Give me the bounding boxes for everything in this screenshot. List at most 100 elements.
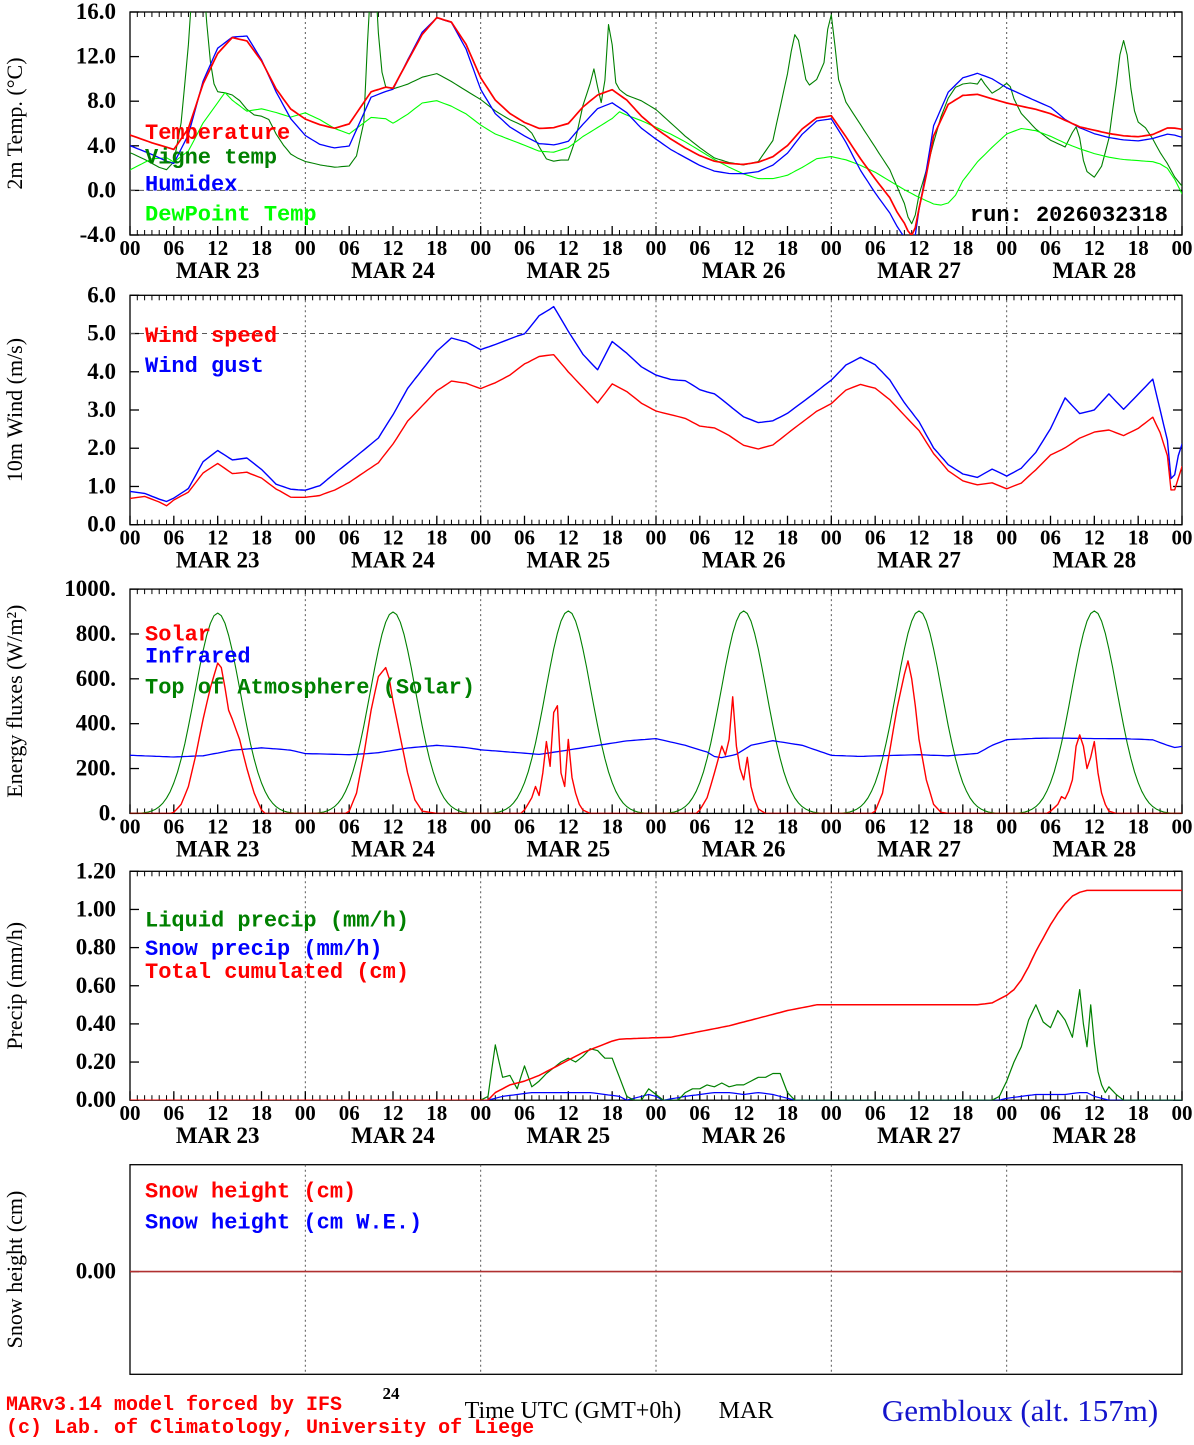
svg-text:00: 00 [646, 236, 667, 260]
svg-text:Snow height (cm W.E.): Snow height (cm W.E.) [145, 1211, 422, 1236]
svg-text:12: 12 [1084, 526, 1105, 550]
svg-text:MAR 24: MAR 24 [351, 1123, 435, 1148]
svg-text:12: 12 [383, 236, 404, 260]
svg-text:00: 00 [821, 814, 842, 838]
svg-text:06: 06 [1040, 236, 1061, 260]
svg-text:MAR 24: MAR 24 [351, 548, 435, 573]
svg-text:10m Wind (m/s): 10m Wind (m/s) [2, 338, 27, 482]
svg-text:12: 12 [383, 526, 404, 550]
svg-text:18: 18 [952, 236, 973, 260]
svg-text:12: 12 [1084, 814, 1105, 838]
svg-text:06: 06 [865, 814, 886, 838]
svg-text:18: 18 [251, 526, 272, 550]
svg-text:MAR 27: MAR 27 [877, 836, 961, 861]
svg-text:Snow height (cm): Snow height (cm) [2, 1191, 27, 1349]
svg-text:1.00: 1.00 [76, 896, 116, 921]
svg-text:18: 18 [952, 814, 973, 838]
svg-text:18: 18 [426, 236, 447, 260]
svg-text:18: 18 [602, 1101, 623, 1125]
svg-text:00: 00 [295, 814, 316, 838]
svg-text:06: 06 [689, 526, 710, 550]
svg-text:12: 12 [383, 1101, 404, 1125]
svg-text:0.: 0. [99, 800, 116, 825]
svg-text:18: 18 [952, 526, 973, 550]
svg-text:00: 00 [470, 1101, 491, 1125]
svg-text:06: 06 [689, 1101, 710, 1125]
svg-text:0.00: 0.00 [76, 1259, 116, 1284]
svg-text:Snow precip (mm/h): Snow precip (mm/h) [145, 937, 383, 962]
svg-text:06: 06 [163, 236, 184, 260]
svg-text:18: 18 [777, 1101, 798, 1125]
svg-text:00: 00 [821, 236, 842, 260]
svg-text:MAR 25: MAR 25 [526, 836, 610, 861]
svg-text:06: 06 [163, 526, 184, 550]
svg-text:12: 12 [558, 814, 579, 838]
svg-text:Energy fluxes (W/m²): Energy fluxes (W/m²) [2, 605, 27, 798]
svg-text:12: 12 [558, 526, 579, 550]
svg-text:MAR 25: MAR 25 [526, 548, 610, 573]
svg-text:0.00: 0.00 [76, 1087, 116, 1112]
svg-text:Vigne temp: Vigne temp [145, 146, 277, 171]
svg-text:12: 12 [733, 526, 754, 550]
svg-text:12: 12 [1084, 236, 1105, 260]
svg-text:12: 12 [733, 814, 754, 838]
svg-text:18: 18 [952, 1101, 973, 1125]
svg-text:MAR 23: MAR 23 [176, 258, 260, 283]
svg-text:06: 06 [865, 1101, 886, 1125]
svg-text:MAR 25: MAR 25 [526, 258, 610, 283]
svg-text:00: 00 [996, 526, 1017, 550]
svg-text:00: 00 [120, 236, 141, 260]
svg-text:MAR 27: MAR 27 [877, 258, 961, 283]
svg-text:MAR 27: MAR 27 [877, 548, 961, 573]
svg-text:06: 06 [514, 1101, 535, 1125]
svg-text:18: 18 [426, 814, 447, 838]
svg-text:00: 00 [120, 814, 141, 838]
svg-text:DewPoint Temp: DewPoint Temp [145, 203, 317, 228]
svg-text:00: 00 [996, 814, 1017, 838]
svg-text:00: 00 [646, 814, 667, 838]
svg-text:Temperature: Temperature [145, 121, 290, 146]
svg-text:2.0: 2.0 [87, 435, 116, 460]
svg-text:06: 06 [339, 526, 360, 550]
svg-text:06: 06 [689, 236, 710, 260]
svg-text:00: 00 [821, 1101, 842, 1125]
svg-text:18: 18 [1128, 1101, 1149, 1125]
svg-text:00: 00 [646, 526, 667, 550]
svg-text:00: 00 [996, 236, 1017, 260]
svg-text:MAR 23: MAR 23 [176, 548, 260, 573]
svg-text:Infrared: Infrared [145, 644, 251, 669]
svg-text:MAR 24: MAR 24 [351, 258, 435, 283]
svg-text:06: 06 [339, 814, 360, 838]
svg-text:18: 18 [251, 1101, 272, 1125]
svg-text:Humidex: Humidex [145, 172, 237, 197]
svg-text:18: 18 [426, 526, 447, 550]
svg-text:Gembloux (alt. 157m): Gembloux (alt. 157m) [882, 1393, 1158, 1428]
svg-text:run: 2026032318: run: 2026032318 [970, 203, 1168, 228]
svg-text:Total cumulated (cm): Total cumulated (cm) [145, 960, 409, 985]
svg-text:18: 18 [426, 1101, 447, 1125]
svg-text:00: 00 [295, 526, 316, 550]
svg-text:(c) Lab. of Climatology, Unive: (c) Lab. of Climatology, University of L… [6, 1417, 534, 1440]
svg-text:12: 12 [909, 1101, 930, 1125]
svg-text:1000.: 1000. [64, 576, 116, 601]
svg-text:06: 06 [339, 1101, 360, 1125]
svg-text:MAR 23: MAR 23 [176, 836, 260, 861]
svg-text:MAR 27: MAR 27 [877, 1123, 961, 1148]
svg-text:12: 12 [207, 1101, 228, 1125]
svg-text:06: 06 [163, 1101, 184, 1125]
svg-text:18: 18 [251, 814, 272, 838]
svg-text:MARv3.14 model forced by IFS: MARv3.14 model forced by IFS [6, 1394, 342, 1417]
svg-text:0.80: 0.80 [76, 935, 116, 960]
svg-text:-4.0: -4.0 [80, 222, 116, 247]
svg-text:12: 12 [909, 526, 930, 550]
svg-text:18: 18 [777, 526, 798, 550]
svg-text:MAR 25: MAR 25 [526, 1123, 610, 1148]
svg-text:0.0: 0.0 [87, 177, 116, 202]
svg-text:3.0: 3.0 [87, 397, 116, 422]
svg-text:200.: 200. [76, 756, 116, 781]
svg-text:1.20: 1.20 [76, 858, 116, 883]
svg-text:4.0: 4.0 [87, 359, 116, 384]
svg-text:18: 18 [1128, 814, 1149, 838]
svg-text:18: 18 [251, 236, 272, 260]
svg-text:06: 06 [514, 814, 535, 838]
